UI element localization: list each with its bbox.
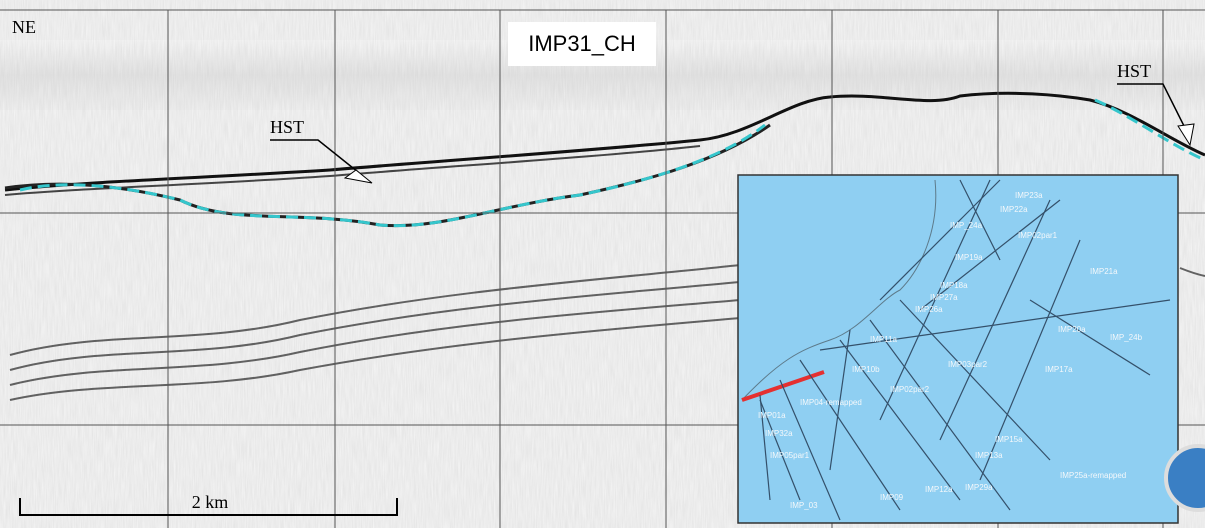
line-label: IMP22a bbox=[1000, 205, 1028, 214]
line-label: IMP10b bbox=[852, 365, 880, 374]
line-label: IMP23a bbox=[1015, 191, 1043, 200]
line-label: IMP11a bbox=[870, 335, 898, 344]
line-label: IMP02par1 bbox=[1018, 231, 1058, 240]
line-label: IMP04-remapped bbox=[800, 398, 862, 407]
line-label: IMP20a bbox=[1058, 325, 1086, 334]
line-label: IMP29a bbox=[965, 483, 993, 492]
line-label: IMP27a bbox=[930, 293, 958, 302]
line-label: IMP32a bbox=[765, 429, 793, 438]
line-label: IMP19a bbox=[955, 253, 983, 262]
inset-map: IMP23a IMP22a IMP_24a IMP02par1 IMP19a IMP21a… bbox=[738, 175, 1178, 523]
line-label: IMP12a bbox=[925, 485, 953, 494]
hst-label: HST bbox=[270, 117, 304, 137]
line-label: IMP_03 bbox=[790, 501, 818, 510]
line-label: IMP_24a bbox=[950, 221, 983, 230]
line-label: IMP25a-remapped bbox=[1060, 471, 1126, 480]
scale-bar-label: 2 km bbox=[192, 492, 229, 512]
line-label: IMP03par2 bbox=[948, 360, 988, 369]
line-label: IMP18a bbox=[940, 281, 968, 290]
line-label: IMP21a bbox=[1090, 267, 1118, 276]
seismic-figure: NE IMP31_CH HST HST 2 km IMP23aIMP22aIMP… bbox=[0, 0, 1205, 528]
line-label: IMP15a bbox=[995, 435, 1023, 444]
line-label: IMP02par2 bbox=[890, 385, 930, 394]
direction-label: NE bbox=[12, 17, 36, 37]
line-label: IMP01a bbox=[758, 411, 786, 420]
line-label: IMP26a bbox=[915, 305, 943, 314]
line-label: IMP13a bbox=[975, 451, 1003, 460]
line-label: IMP09 bbox=[880, 493, 904, 502]
line-label: IMP05par1 bbox=[770, 451, 810, 460]
hst-label: HST bbox=[1117, 61, 1151, 81]
profile-title: IMP31_CH bbox=[528, 31, 636, 56]
line-label: IMP17a bbox=[1045, 365, 1073, 374]
line-label: IMP_24b bbox=[1110, 333, 1143, 342]
